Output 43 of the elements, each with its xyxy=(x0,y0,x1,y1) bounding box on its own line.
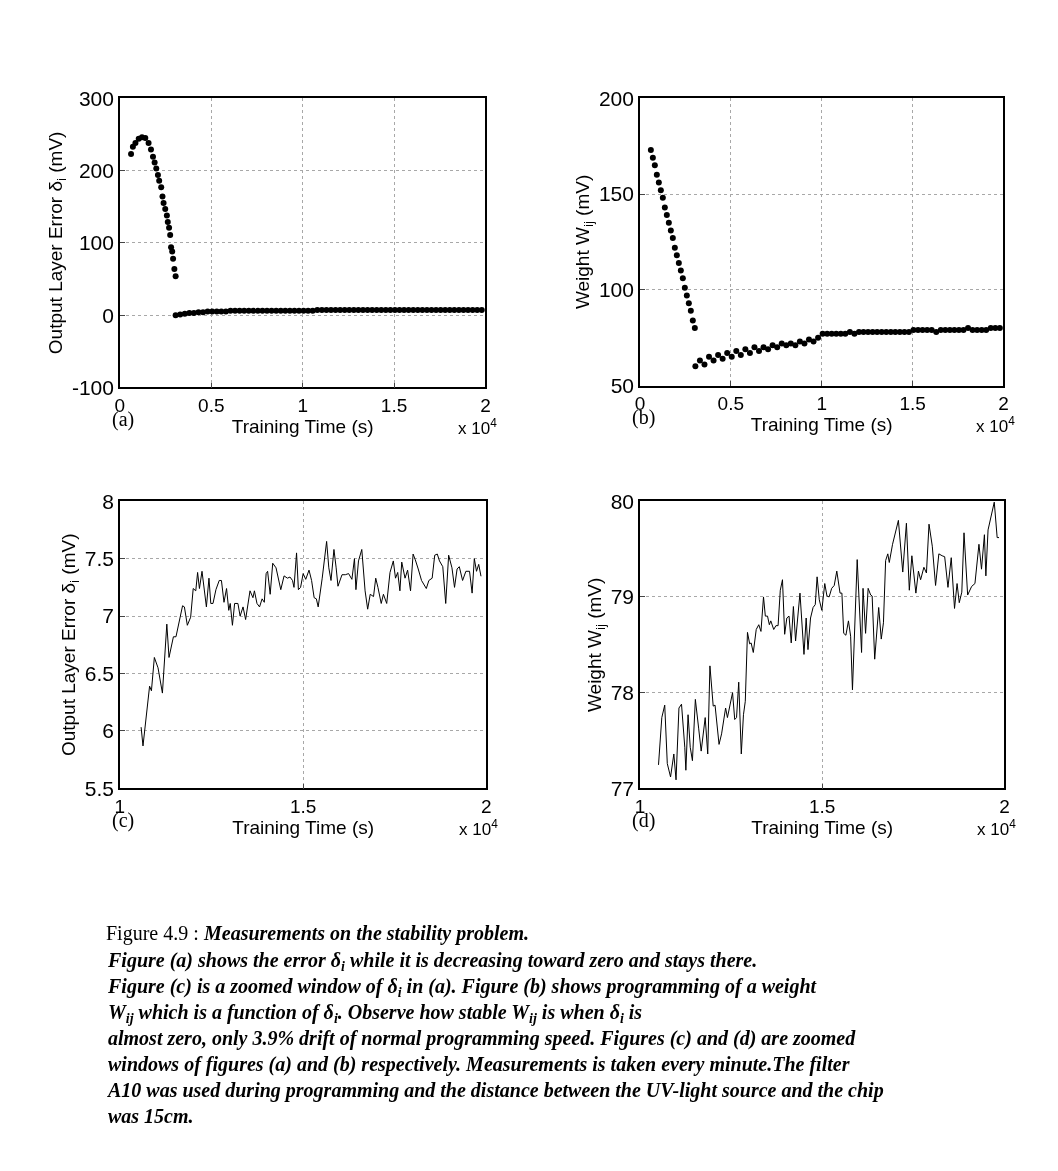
y-tick-label: 200 xyxy=(78,158,114,182)
x-tick-label: 1 xyxy=(816,393,827,415)
x-tick-label: 1 xyxy=(297,395,308,417)
y-tick-label: 7.5 xyxy=(84,547,114,570)
x-tick-label: 1.5 xyxy=(380,395,408,417)
x-tick-label: 1.5 xyxy=(808,795,836,817)
y-tick-label: 5.5 xyxy=(84,776,114,800)
x-tick-label: 0.5 xyxy=(717,393,745,415)
x-tick-label: 0.5 xyxy=(198,395,225,417)
x-axis-title: Training Time (s) xyxy=(751,816,894,838)
text: Measurements on the stability problem. xyxy=(203,922,530,945)
text: Figure (a) shows the error δ$_{i}$ while it is decreasing toward zero and stays there. Figure (c) is a zoomed window of δ$_{i}$ in (a). Figure (b) shows programming of a weight W$_{ij}$ which is a function of δ$_{i}$. Observe how stable W$_{ij}$ is when δ$_{i}$ is almost zero, only 3.9% drift of normal programming speed. Figures (c) and (d) are zoomed windows of figures (a) and (b) respectively. Measurements is taken every minute.The filter A10 was used during programming and the distance between the UV-light source and the chip was 15cm. xyxy=(108,949,884,1127)
y-tick-label: 79 xyxy=(610,585,634,609)
y-tick-label: 200 xyxy=(598,86,634,110)
y-tick-label: 6 xyxy=(102,719,114,743)
y-tick-label: 50 xyxy=(610,373,634,397)
x-tick-label: 2 xyxy=(999,795,1010,817)
y-tick-label: 0 xyxy=(102,303,114,327)
y-tick-label: 6.5 xyxy=(84,661,114,685)
x-axis-title: Training Time (s) xyxy=(232,816,375,838)
x-tick-label: 1.5 xyxy=(899,393,926,415)
y-tick-label: 7 xyxy=(102,604,114,628)
x-tick-label: 2 xyxy=(481,795,492,817)
y-tick-label: 100 xyxy=(598,278,634,302)
y-tick-label: 100 xyxy=(78,231,114,255)
y-tick-label: 80 xyxy=(610,489,634,513)
x-axis-title: Training Time (s) xyxy=(750,414,893,436)
text: x 10$^{4}$ xyxy=(458,416,498,439)
x-tick-label: 2 xyxy=(998,393,1009,415)
line-series xyxy=(140,540,482,747)
y-tick-label: 8 xyxy=(102,489,114,513)
y-tick-label: 150 xyxy=(598,182,634,206)
text: x 10$^{4}$ xyxy=(977,817,1017,840)
y-tick-label: 77 xyxy=(610,776,634,800)
x-tick-label: 1.5 xyxy=(289,795,317,817)
y-tick-label: 300 xyxy=(78,86,114,110)
x-axis-title: Training Time (s) xyxy=(231,416,374,438)
y-tick-label: -100 xyxy=(71,375,114,399)
caption: Figure 4.9 : xyxy=(106,922,199,945)
y-tick-label: 78 xyxy=(610,681,634,705)
text: x 10$^{4}$ xyxy=(976,414,1016,437)
text: x 10$^{4}$ xyxy=(459,817,499,840)
x-tick-label: 2 xyxy=(480,395,491,417)
